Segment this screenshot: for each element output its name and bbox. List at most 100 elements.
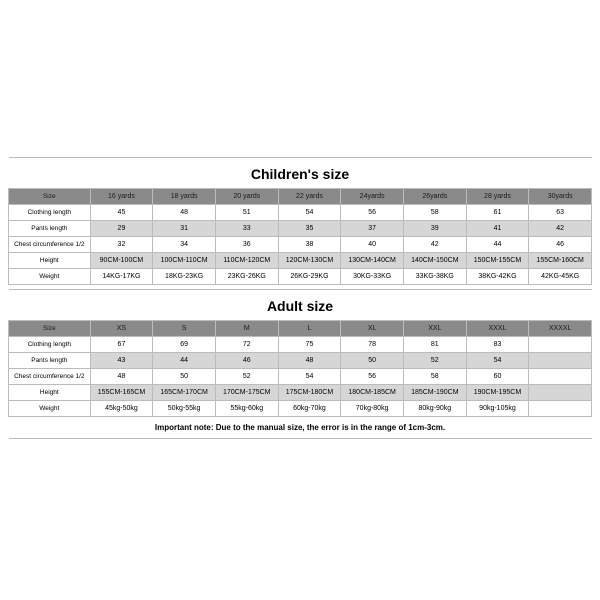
cell: 33 xyxy=(215,221,278,237)
cell xyxy=(529,401,592,417)
cell: 33KG-38KG xyxy=(403,269,466,285)
cell: 39 xyxy=(403,221,466,237)
cell: 26KG-29KG xyxy=(278,269,341,285)
cell: 170CM-175CM xyxy=(215,385,278,401)
cell: 38 xyxy=(278,237,341,253)
cell: 38KG-42KG xyxy=(466,269,529,285)
adult-header-row: Size XS S M L XL XXL XXXL XXXXL xyxy=(9,321,592,337)
cell: 175CM-180CM xyxy=(278,385,341,401)
cell: 190CM-195CM xyxy=(466,385,529,401)
cell: 78 xyxy=(341,337,404,353)
table-row: Pants length43444648505254 xyxy=(9,353,592,369)
cell: 30KG-33KG xyxy=(341,269,404,285)
cell: 165CM-170CM xyxy=(153,385,216,401)
cell: 18KG-23KG xyxy=(153,269,216,285)
cell: 45 xyxy=(90,205,153,221)
cell: 44 xyxy=(466,237,529,253)
children-title: Children's size xyxy=(9,158,592,189)
table-row: Pants length2931333537394142 xyxy=(9,221,592,237)
cell: 56 xyxy=(341,369,404,385)
col-header: 20 yards xyxy=(215,189,278,205)
cell: 29 xyxy=(90,221,153,237)
cell: 110CM-120CM xyxy=(215,253,278,269)
col-header: 24yards xyxy=(341,189,404,205)
col-header: M xyxy=(215,321,278,337)
cell: 75 xyxy=(278,337,341,353)
col-header: XXXXL xyxy=(529,321,592,337)
col-header: L xyxy=(278,321,341,337)
row-label: Chest circumference 1/2 xyxy=(9,369,91,385)
row-label: Pants length xyxy=(9,353,91,369)
cell: 56 xyxy=(341,205,404,221)
cell: 185CM-190CM xyxy=(403,385,466,401)
cell: 34 xyxy=(153,237,216,253)
cell: 42KG-45KG xyxy=(529,269,592,285)
cell: 41 xyxy=(466,221,529,237)
cell: 140CM-150CM xyxy=(403,253,466,269)
col-header: 16 yards xyxy=(90,189,153,205)
cell xyxy=(529,385,592,401)
row-label: Height xyxy=(9,253,91,269)
table-row: Clothing length4548515456586163 xyxy=(9,205,592,221)
col-header: XL xyxy=(341,321,404,337)
cell: 52 xyxy=(215,369,278,385)
col-header: XS xyxy=(90,321,153,337)
cell xyxy=(529,353,592,369)
col-header: 18 yards xyxy=(153,189,216,205)
row-label: Chest circumference 1/2 xyxy=(9,237,91,253)
cell: 80kg-90kg xyxy=(403,401,466,417)
cell: 69 xyxy=(153,337,216,353)
col-header: 30yards xyxy=(529,189,592,205)
cell: 23KG-26KG xyxy=(215,269,278,285)
cell: 36 xyxy=(215,237,278,253)
cell: 120CM-130CM xyxy=(278,253,341,269)
col-header: Size xyxy=(9,189,91,205)
col-header: XXL xyxy=(403,321,466,337)
cell: 54 xyxy=(278,369,341,385)
cell: 70kg-80kg xyxy=(341,401,404,417)
cell: 50 xyxy=(341,353,404,369)
cell: 180CM-185CM xyxy=(341,385,404,401)
cell: 42 xyxy=(403,237,466,253)
cell: 72 xyxy=(215,337,278,353)
table-row: Chest circumference 1/23234363840424446 xyxy=(9,237,592,253)
cell: 150CM-155CM xyxy=(466,253,529,269)
cell: 50kg-55kg xyxy=(153,401,216,417)
cell: 43 xyxy=(90,353,153,369)
row-label: Clothing length xyxy=(9,337,91,353)
table-row: Height90CM-100CM100CM-110CM110CM-120CM12… xyxy=(9,253,592,269)
cell: 100CM-110CM xyxy=(153,253,216,269)
table-row: Chest circumference 1/248505254565860 xyxy=(9,369,592,385)
cell: 130CM-140CM xyxy=(341,253,404,269)
col-header: 28 yards xyxy=(466,189,529,205)
cell: 58 xyxy=(403,205,466,221)
adult-title: Adult size xyxy=(9,290,592,321)
col-header: 22 yards xyxy=(278,189,341,205)
cell: 46 xyxy=(529,237,592,253)
cell: 81 xyxy=(403,337,466,353)
row-label: Weight xyxy=(9,401,91,417)
col-header: S xyxy=(153,321,216,337)
cell: 63 xyxy=(529,205,592,221)
col-header: 26yards xyxy=(403,189,466,205)
cell: 35 xyxy=(278,221,341,237)
cell: 48 xyxy=(278,353,341,369)
important-note: Important note: Due to the manual size, … xyxy=(9,417,592,439)
cell: 90CM-100CM xyxy=(90,253,153,269)
cell: 40 xyxy=(341,237,404,253)
cell: 50 xyxy=(153,369,216,385)
cell: 48 xyxy=(90,369,153,385)
cell: 46 xyxy=(215,353,278,369)
table-row: Weight14KG-17KG18KG-23KG23KG-26KG26KG-29… xyxy=(9,269,592,285)
col-header: XXXL xyxy=(466,321,529,337)
cell: 32 xyxy=(90,237,153,253)
cell: 44 xyxy=(153,353,216,369)
cell xyxy=(529,369,592,385)
cell: 52 xyxy=(403,353,466,369)
row-label: Weight xyxy=(9,269,91,285)
cell: 51 xyxy=(215,205,278,221)
table-row: Clothing length67697275788183 xyxy=(9,337,592,353)
cell: 60 xyxy=(466,369,529,385)
table-row: Weight45kg-50kg50kg-55kg55kg-60kg60kg-70… xyxy=(9,401,592,417)
cell: 55kg-60kg xyxy=(215,401,278,417)
